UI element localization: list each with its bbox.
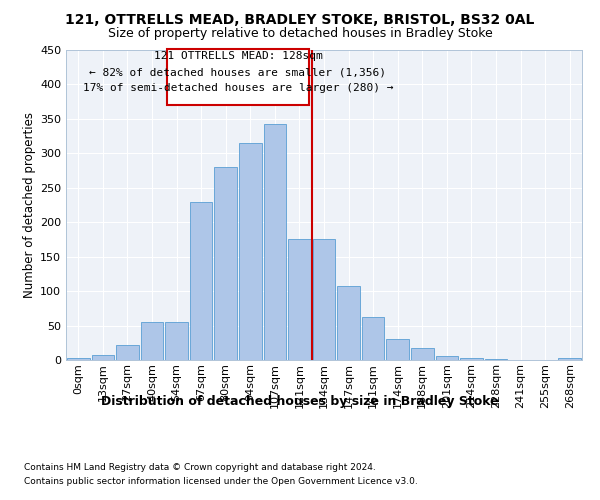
Y-axis label: Number of detached properties: Number of detached properties	[23, 112, 36, 298]
Bar	[411, 348, 434, 360]
Bar	[263, 124, 286, 360]
Bar	[116, 345, 139, 360]
Bar	[92, 355, 114, 360]
Text: 17% of semi-detached houses are larger (280) →: 17% of semi-detached houses are larger (…	[83, 84, 393, 94]
Bar	[362, 316, 385, 360]
Bar	[337, 286, 360, 360]
Bar	[165, 322, 188, 360]
Text: Distribution of detached houses by size in Bradley Stoke: Distribution of detached houses by size …	[101, 395, 499, 408]
Bar	[288, 239, 311, 360]
Text: Contains public sector information licensed under the Open Government Licence v3: Contains public sector information licen…	[24, 478, 418, 486]
Text: ← 82% of detached houses are smaller (1,356): ← 82% of detached houses are smaller (1,…	[89, 68, 386, 78]
Bar	[239, 143, 262, 360]
Text: 121 OTTRELLS MEAD: 128sqm: 121 OTTRELLS MEAD: 128sqm	[154, 51, 322, 61]
Bar	[386, 340, 409, 360]
Bar	[190, 202, 212, 360]
Text: Size of property relative to detached houses in Bradley Stoke: Size of property relative to detached ho…	[107, 28, 493, 40]
Bar	[313, 239, 335, 360]
Bar	[460, 358, 483, 360]
Text: Contains HM Land Registry data © Crown copyright and database right 2024.: Contains HM Land Registry data © Crown c…	[24, 462, 376, 471]
Bar	[436, 356, 458, 360]
Text: 121, OTTRELLS MEAD, BRADLEY STOKE, BRISTOL, BS32 0AL: 121, OTTRELLS MEAD, BRADLEY STOKE, BRIST…	[65, 12, 535, 26]
Bar	[67, 358, 89, 360]
Bar	[214, 167, 237, 360]
Bar	[559, 358, 581, 360]
Bar	[140, 322, 163, 360]
